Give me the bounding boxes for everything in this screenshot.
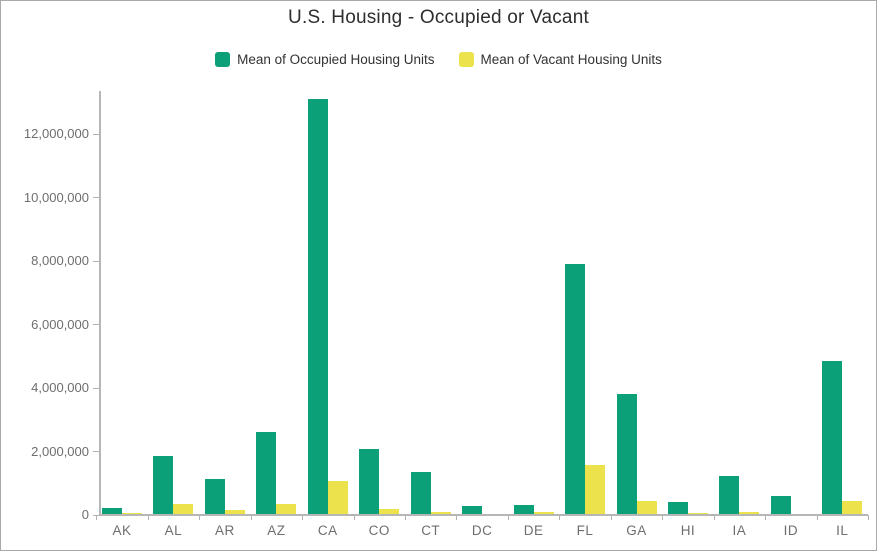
bar-occupied-fl[interactable] (565, 264, 586, 515)
x-axis-label: DC (471, 523, 493, 538)
bar-occupied-hi[interactable] (667, 502, 688, 515)
x-axis-tick (868, 515, 870, 520)
bar-occupied-az[interactable] (256, 432, 277, 515)
bar-vacant-ga[interactable] (636, 501, 657, 515)
y-axis-tick (93, 451, 99, 452)
occupied-series-swatch-icon (215, 52, 231, 67)
x-axis-label: AR (215, 523, 235, 538)
y-tick-label: 10,000,000 (23, 189, 89, 205)
bar-vacant-ca[interactable] (327, 481, 348, 515)
y-tick-label: 2,000,000 (31, 443, 89, 459)
x-axis-label: AK (112, 523, 132, 538)
bar-vacant-ar[interactable] (224, 510, 245, 515)
x-axis-tick (199, 515, 201, 520)
x-axis-tick (404, 515, 406, 520)
bar-occupied-il[interactable] (822, 361, 843, 515)
bar-vacant-co[interactable] (379, 509, 400, 515)
bar-occupied-ia[interactable] (719, 476, 740, 515)
bar-vacant-al[interactable] (173, 504, 194, 515)
x-axis-label: GA (626, 523, 647, 538)
bar-occupied-id[interactable] (770, 496, 791, 515)
x-axis-tick (456, 515, 458, 520)
y-axis-tick (93, 514, 99, 516)
x-axis-tick (816, 515, 818, 520)
bar-occupied-ca[interactable] (307, 99, 328, 515)
x-axis-label: IL (836, 523, 849, 538)
x-axis-tick (96, 515, 98, 520)
x-axis-label: AL (164, 523, 183, 538)
x-axis-label: DE (523, 523, 544, 538)
x-axis-label: CO (368, 523, 390, 538)
x-axis-label: CT (421, 523, 441, 538)
x-axis-tick (559, 515, 561, 520)
bar-occupied-ga[interactable] (616, 394, 637, 515)
x-axis-tick (662, 515, 664, 520)
x-axis-label: ID (783, 523, 799, 538)
x-axis-tick (250, 515, 252, 520)
y-tick-label: 8,000,000 (31, 253, 89, 268)
x-axis-tick (610, 515, 612, 520)
chart-title: U.S. Housing - Occupied or Vacant (288, 7, 589, 28)
bar-occupied-ar[interactable] (204, 479, 225, 515)
x-axis-tick (353, 515, 355, 520)
y-axis-tick (93, 387, 99, 389)
y-tick-label: 0 (81, 507, 89, 522)
bar-vacant-fl[interactable] (585, 465, 606, 515)
bar-occupied-al[interactable] (153, 456, 174, 515)
y-axis-tick (93, 197, 99, 198)
bar-occupied-co[interactable] (359, 449, 380, 515)
y-tick-label: 12,000,000 (23, 126, 89, 141)
legend-item-vacant[interactable]: Mean of Vacant Housing Units (458, 52, 662, 67)
bar-occupied-ak[interactable] (102, 508, 122, 515)
legend-label-vacant: Mean of Vacant Housing Units (480, 52, 662, 67)
bar-occupied-dc[interactable] (462, 506, 483, 515)
y-axis-tick (93, 260, 99, 262)
bar-occupied-de[interactable] (513, 505, 534, 515)
x-axis-line (99, 513, 868, 516)
y-tick-label: 6,000,000 (31, 316, 89, 332)
x-axis-tick (765, 515, 767, 520)
y-tick-label: 4,000,000 (31, 380, 89, 395)
x-axis-label: HI (680, 523, 696, 538)
x-axis-label: AZ (267, 523, 286, 538)
x-axis-tick (507, 515, 509, 520)
x-axis-label: FL (576, 523, 594, 538)
x-axis-label: IA (732, 523, 747, 538)
x-axis-tick (713, 515, 715, 520)
x-axis-tick (302, 515, 304, 520)
bar-vacant-il[interactable] (842, 501, 863, 515)
vacant-series-swatch-icon (458, 52, 474, 67)
x-axis-label: CA (317, 523, 338, 538)
bar-vacant-az[interactable] (276, 504, 297, 515)
legend-item-occupied[interactable]: Mean of Occupied Housing Units (215, 52, 435, 67)
y-axis-tick (93, 324, 99, 325)
y-axis-tick (93, 133, 99, 135)
y-axis-line (99, 91, 101, 515)
legend-label-occupied: Mean of Occupied Housing Units (237, 52, 435, 67)
bar-occupied-ct[interactable] (410, 472, 431, 515)
chart-legend: Mean of Occupied Housing Units Mean of V… (1, 52, 876, 67)
x-axis-tick (147, 515, 149, 520)
